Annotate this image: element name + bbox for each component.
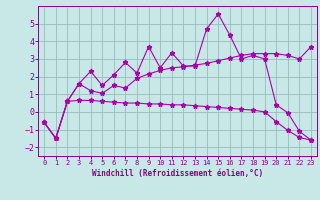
X-axis label: Windchill (Refroidissement éolien,°C): Windchill (Refroidissement éolien,°C) [92, 169, 263, 178]
